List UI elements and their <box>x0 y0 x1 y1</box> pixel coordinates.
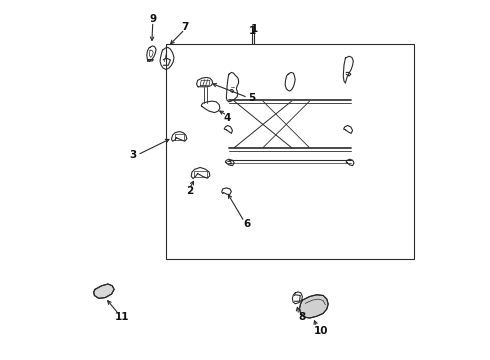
Text: 3: 3 <box>129 150 137 160</box>
Text: 9: 9 <box>149 14 156 24</box>
Text: 7: 7 <box>181 22 189 32</box>
Text: 6: 6 <box>243 219 250 229</box>
Polygon shape <box>94 284 114 298</box>
Bar <box>166 44 414 259</box>
Text: 2: 2 <box>186 186 193 197</box>
Text: 4: 4 <box>223 113 231 123</box>
Text: 5: 5 <box>248 93 255 103</box>
Text: 10: 10 <box>314 325 328 336</box>
Text: 11: 11 <box>115 312 130 322</box>
Text: 1: 1 <box>248 26 256 36</box>
Text: 1: 1 <box>250 24 258 35</box>
Polygon shape <box>299 295 328 318</box>
Text: 8: 8 <box>299 312 306 322</box>
